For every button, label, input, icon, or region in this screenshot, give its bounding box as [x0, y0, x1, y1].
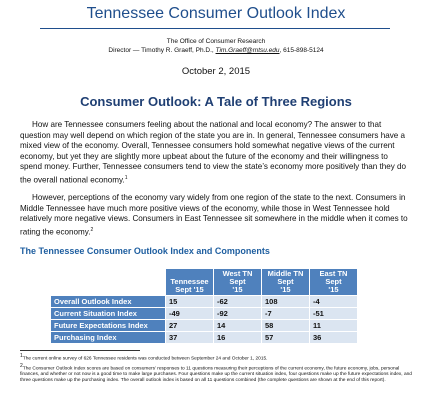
paragraph-text: However, perceptions of the economy vary…	[20, 193, 408, 237]
cell: 11	[309, 319, 358, 332]
header-line: East TN	[319, 269, 348, 278]
date: October 2, 2015	[181, 66, 251, 77]
cell: 58	[261, 319, 310, 332]
header-cell: Tennessee Sept '15	[165, 268, 214, 296]
cell: 15	[165, 295, 214, 308]
table: Tennessee Sept '15 West TN Sept '15 Middle TN…	[50, 268, 358, 344]
row: Overall Outlook Index 15 -62 108 -4	[50, 295, 358, 308]
header-cell: West TN Sept '15	[213, 268, 262, 296]
phone: , 615-898-5124	[279, 47, 324, 54]
footnote: 2The Consumer Outlook Index scores are b…	[20, 363, 412, 385]
header-line: '15	[328, 285, 339, 294]
paragraph: However, perceptions of the economy vary…	[20, 193, 412, 238]
cell: 16	[213, 331, 262, 344]
footnote: 1The current online survey of 626 Tennes…	[20, 353, 412, 363]
cell: -49	[165, 307, 214, 320]
cell: 57	[261, 331, 310, 344]
footnote-ref: 2	[90, 226, 94, 233]
email[interactable]: Tim.Graeff@mtsu.edu	[215, 47, 280, 54]
footnote-mark: 1	[20, 353, 23, 359]
header-line: Sept '15	[175, 285, 204, 294]
row: Current Situation Index -49 -92 -7 -51	[50, 307, 358, 320]
paragraph-text: How are Tennessee consumers feeling abou…	[20, 120, 407, 185]
director: Director — Timothy R. Graeff, Ph.D., Tim…	[0, 47, 432, 54]
header-line: Middle TN	[267, 269, 304, 278]
cell: 27	[165, 319, 214, 332]
cell: -92	[213, 307, 262, 320]
header-line: '15	[232, 285, 243, 294]
row-label: Overall Outlook Index	[50, 295, 166, 308]
header-line: West TN	[222, 269, 253, 278]
header-cell: Middle TN Sept '15	[261, 268, 310, 296]
footnote-ref: 1	[124, 174, 128, 181]
cell: -51	[309, 307, 358, 320]
row-label: Current Situation Index	[50, 307, 166, 320]
row-label: Future Expectations Index	[50, 319, 166, 332]
cell: 37	[165, 331, 214, 344]
header-line: Sept	[277, 277, 294, 286]
director-name: Director — Timothy R. Graeff, Ph.D.,	[108, 47, 216, 54]
cell: 14	[213, 319, 262, 332]
cell: -7	[261, 307, 310, 320]
header-cell: East TN Sept '15	[309, 268, 358, 296]
table-title: The Tennessee Consumer Outlook Index and…	[20, 246, 270, 256]
footnote-text: The current online survey of 626 Tenness…	[22, 356, 268, 362]
cell: -4	[309, 295, 358, 308]
cell: 108	[261, 295, 310, 308]
cell: -62	[213, 295, 262, 308]
paragraph: How are Tennessee consumers feeling abou…	[20, 120, 412, 186]
header-line: '15	[280, 285, 291, 294]
footnote-mark: 2	[20, 362, 23, 369]
title-rule	[40, 28, 390, 29]
header-line: Sept	[229, 277, 246, 286]
header-line: Tennessee	[170, 277, 209, 286]
header-cell	[50, 268, 166, 296]
row: Purchasing Index 37 16 57 36	[50, 331, 358, 344]
heading: Consumer Outlook: A Tale of Three Region…	[80, 94, 352, 109]
footnote-rule	[20, 350, 140, 351]
cell: 36	[309, 331, 358, 344]
title: Tennessee Consumer Outlook Index	[86, 5, 346, 22]
footnote-text: The Consumer Outlook Index scores are ba…	[20, 366, 412, 384]
header-row: Tennessee Sept '15 West TN Sept '15 Middle TN…	[50, 268, 358, 296]
row: Future Expectations Index 27 14 58 11	[50, 319, 358, 332]
footnotes: 1The current online survey of 626 Tennes…	[20, 353, 412, 384]
row-label: Purchasing Index	[50, 331, 166, 344]
header-line: Sept	[325, 277, 342, 286]
office: The Office of Consumer Research	[166, 38, 266, 45]
